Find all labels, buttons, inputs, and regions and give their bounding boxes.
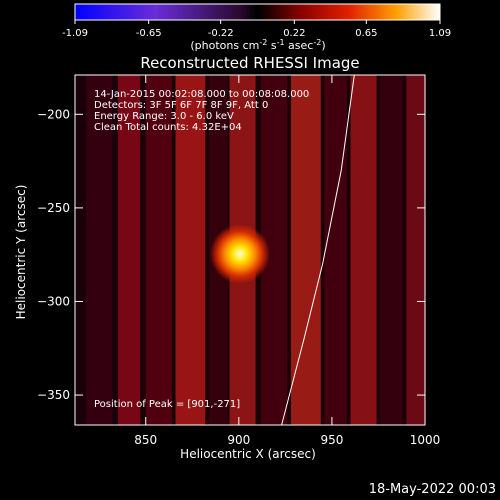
x-tick-label: 950 bbox=[320, 433, 343, 447]
y-tick-label: −350 bbox=[37, 388, 70, 402]
heatmap-band bbox=[324, 75, 347, 425]
y-tick-label: −300 bbox=[37, 294, 70, 308]
x-tick-label: 1000 bbox=[410, 433, 441, 447]
heatmap-band bbox=[406, 75, 425, 425]
heatmap-band bbox=[350, 75, 377, 425]
plot-title: Reconstructed RHESSI Image bbox=[140, 54, 359, 72]
x-tick-label: 900 bbox=[227, 433, 250, 447]
peak-position-label: Position of Peak = [901,-271] bbox=[94, 399, 240, 410]
colorbar-tick-label: 0.22 bbox=[283, 28, 305, 39]
info-clean-counts: Clean Total counts: 4.32E+04 bbox=[94, 122, 242, 133]
colorbar-tick-label: -0.22 bbox=[208, 28, 234, 39]
colorbar-tick-label: -1.09 bbox=[62, 28, 88, 39]
timestamp: 18-May-2022 00:03 bbox=[369, 482, 496, 497]
y-axis-label: Heliocentric Y (arcsec) bbox=[14, 185, 28, 320]
plot-frame bbox=[74, 74, 426, 426]
x-axis-label: Heliocentric X (arcsec) bbox=[180, 447, 316, 461]
heatmap-band bbox=[380, 75, 403, 425]
x-tick-label: 850 bbox=[134, 433, 157, 447]
colorbar-units: (photons cm-2 s-1 asec-2) bbox=[190, 38, 325, 52]
axis-ticks: 850 900 950 1000 −200 −250 −300 −350 bbox=[37, 75, 440, 447]
heatmap-band bbox=[145, 75, 172, 425]
info-time-range: 14-Jan-2015 00:02:08.000 to 00:08:08.000 bbox=[94, 89, 309, 100]
y-tick-label: −200 bbox=[37, 107, 70, 121]
colorbar-tick-label: 1.09 bbox=[429, 28, 451, 39]
heatmap-band bbox=[86, 75, 113, 425]
info-detectors: Detectors: 3F 5F 6F 7F 8F 9F, Att 0 bbox=[94, 100, 268, 111]
heatmap-band bbox=[290, 75, 321, 425]
colorbar-ticks: -1.09 -0.65 -0.22 0.22 0.65 1.09 bbox=[62, 20, 451, 39]
colorbar bbox=[74, 3, 441, 21]
colorbar-tick-label: -0.65 bbox=[136, 28, 162, 39]
heatmap-image bbox=[75, 75, 425, 425]
heatmap-band bbox=[175, 75, 206, 425]
colorbar-tick-label: 0.65 bbox=[355, 28, 377, 39]
y-tick-label: −250 bbox=[37, 201, 70, 215]
flare-source bbox=[210, 224, 270, 284]
info-block: 14-Jan-2015 00:02:08.000 to 00:08:08.000… bbox=[94, 89, 309, 133]
heatmap-band bbox=[117, 75, 141, 425]
info-energy-range: Energy Range: 3.0 - 6.0 keV bbox=[94, 111, 234, 122]
solar-limb-curve bbox=[281, 75, 355, 425]
